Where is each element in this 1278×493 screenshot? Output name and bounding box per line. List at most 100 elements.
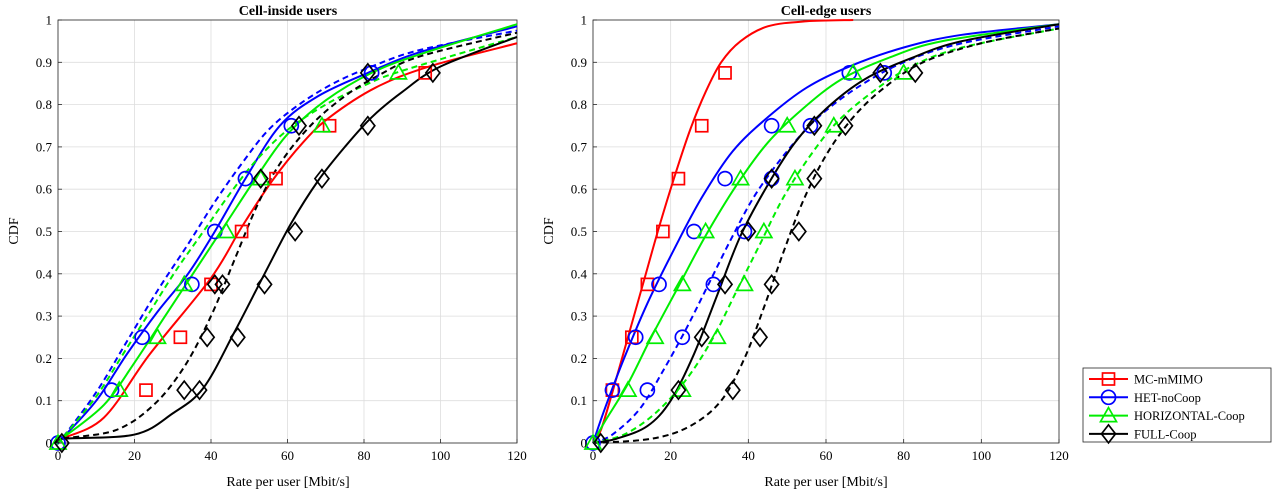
- series-line-full-coop-dashed: [55, 31, 518, 444]
- data-point-diamond: [592, 432, 609, 454]
- data-point-square: [656, 224, 670, 239]
- data-point-circle: [283, 117, 300, 134]
- x-tick-label: 120: [1049, 448, 1069, 463]
- data-point-circle: [717, 170, 733, 187]
- data-point-circle: [134, 329, 150, 346]
- data-point-diamond: [763, 168, 780, 190]
- series-line-full-coop: [54, 35, 518, 444]
- data-point-square: [173, 330, 188, 345]
- data-point-diamond: [670, 379, 687, 401]
- series-line-het-nocoop: [592, 23, 1060, 444]
- data-point-square: [671, 171, 686, 186]
- data-point-triangle: [147, 327, 167, 345]
- data-point-square: [234, 224, 249, 239]
- series-line-mc-mmimo: [56, 42, 518, 444]
- data-point-triangle: [312, 116, 332, 133]
- data-point-circle: [237, 170, 254, 187]
- x-tick-label: 100: [972, 448, 992, 463]
- series-layer-right: [583, 19, 1060, 454]
- data-point-diamond: [763, 273, 780, 295]
- data-point-diamond: [806, 115, 823, 137]
- data-point-square: [640, 277, 655, 292]
- data-point-diamond: [313, 168, 331, 190]
- data-point-circle: [639, 382, 656, 398]
- data-point-triangle: [251, 168, 271, 186]
- legend-label: HORIZONTAL-Coop: [1134, 409, 1245, 423]
- data-point-triangle: [824, 116, 844, 133]
- y-tick-label: 0.2: [571, 351, 587, 366]
- x-tick-label: 40: [205, 448, 218, 463]
- x-tick-label: 80: [358, 448, 371, 463]
- y-tick-label: 0.4: [36, 266, 53, 281]
- data-point-circle: [627, 329, 644, 346]
- x-tick-label: 120: [507, 448, 527, 463]
- data-point-circle: [876, 65, 893, 81]
- data-point-diamond: [724, 379, 741, 401]
- data-point-diamond: [176, 379, 193, 401]
- data-point-square: [418, 66, 433, 80]
- series-line-het-nocoop-dashed: [592, 25, 1060, 444]
- data-point-circle: [705, 276, 722, 293]
- data-point-circle: [184, 276, 200, 293]
- data-point-triangle: [696, 221, 716, 239]
- x-tick-label: 100: [431, 448, 451, 463]
- x-axis-label-right: Rate per user [Mbit/s]: [764, 475, 887, 490]
- y-tick-label: 0.4: [571, 266, 588, 281]
- legend-label: MC-mMIMO: [1134, 373, 1203, 387]
- y-axis-label-right: CDF: [542, 217, 557, 244]
- y-tick-label: 0.9: [36, 55, 52, 70]
- data-point-triangle: [174, 274, 194, 292]
- data-point-diamond: [837, 115, 854, 137]
- data-point-triangle: [645, 327, 665, 345]
- chart-cell-edge: 0 20 40 60 80 100 120 0 0.1 0.2 0.3 0.4 0.5 0.6 0.7 0.8…: [542, 4, 1069, 490]
- data-point-circle: [736, 223, 753, 240]
- data-point-triangle: [707, 327, 727, 345]
- data-point-triangle: [48, 433, 68, 450]
- series-line-het-nocoop: [56, 25, 518, 445]
- data-point-diamond: [790, 221, 807, 242]
- data-point-diamond: [740, 221, 757, 242]
- data-point-triangle: [734, 274, 754, 292]
- chart-title-right: Cell-edge users: [781, 4, 872, 19]
- data-point-diamond: [872, 62, 889, 84]
- data-point-square: [694, 118, 709, 133]
- y-tick-label: 0.7: [571, 139, 588, 154]
- series-line-horizontal-coop-dashed: [56, 35, 518, 445]
- y-tick-label: 0.6: [36, 182, 53, 197]
- legend: MC-mMIMO HET-noCoop HORIZONTAL-Coop FULL-Co…: [1082, 367, 1272, 445]
- series-line-full-coop: [592, 23, 1060, 444]
- y-tick-label: 0.3: [571, 309, 587, 324]
- legend-label: HET-noCoop: [1134, 391, 1201, 405]
- data-point-triangle: [583, 433, 603, 450]
- y-tick-label: 0.8: [571, 97, 587, 112]
- data-point-square: [605, 383, 620, 397]
- x-tick-label: 20: [128, 448, 141, 463]
- y-tick-label: 0: [581, 436, 588, 451]
- series-line-mc-mmimo: [592, 19, 854, 444]
- y-tick-label: 1: [581, 13, 588, 28]
- legend-marker-diamond: [1100, 423, 1117, 445]
- grid-right: [592, 19, 1060, 444]
- x-tick-label: 40: [742, 448, 755, 463]
- data-point-triangle: [618, 380, 638, 397]
- x-tick-label: 0: [55, 448, 62, 463]
- data-point-triangle: [672, 380, 692, 397]
- data-point-diamond: [290, 115, 308, 137]
- data-point-triangle: [843, 63, 863, 80]
- data-point-circle: [651, 276, 667, 293]
- x-tick-label: 80: [897, 448, 910, 463]
- legend-marker-triangle: [1099, 405, 1118, 423]
- series-line-horizontal-coop-dashed: [592, 27, 1060, 444]
- legend-marker-square: [1101, 372, 1116, 386]
- data-point-diamond: [424, 62, 441, 84]
- y-tick-label: 0.5: [36, 224, 52, 239]
- y-tick-label: 0.8: [36, 97, 52, 112]
- series-layer-left: [48, 23, 518, 454]
- data-point-circle: [802, 117, 819, 134]
- data-point-triangle: [754, 221, 774, 239]
- data-point-square: [718, 66, 732, 80]
- data-point-circle: [763, 117, 780, 134]
- data-point-circle: [604, 382, 621, 398]
- y-tick-label: 0.2: [36, 351, 52, 366]
